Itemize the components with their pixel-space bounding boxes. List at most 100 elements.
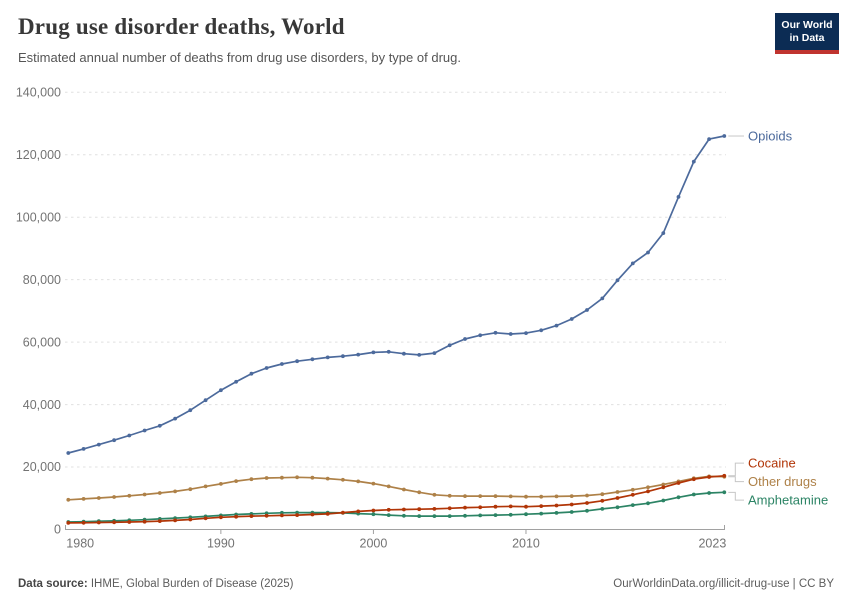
data-point — [447, 514, 452, 518]
data-point — [81, 447, 86, 451]
data-point — [554, 503, 559, 508]
data-point — [707, 137, 711, 142]
x-tick-label: 2010 — [512, 537, 540, 551]
series-label-other-drugs[interactable]: Other drugs — [748, 474, 817, 489]
data-point — [554, 511, 559, 515]
owid-logo-line1: Our World — [781, 19, 833, 31]
data-point — [615, 496, 620, 500]
y-tick-label: 120,000 — [16, 148, 61, 162]
data-source-label: Data source: — [18, 578, 88, 590]
data-point — [493, 330, 498, 335]
data-point — [661, 485, 666, 490]
data-point — [417, 514, 422, 518]
data-point — [676, 481, 681, 485]
series-label-amphetamine[interactable]: Amphetamine — [748, 492, 828, 507]
data-point — [539, 494, 544, 499]
data-point — [66, 521, 71, 525]
data-point — [203, 398, 208, 403]
data-point — [310, 357, 315, 362]
data-point — [66, 451, 71, 455]
data-point — [219, 482, 223, 486]
data-point — [554, 323, 559, 328]
data-point — [341, 477, 345, 482]
data-point — [722, 490, 727, 495]
data-point — [615, 490, 620, 494]
data-point — [646, 485, 650, 490]
data-point — [417, 353, 422, 357]
data-point — [447, 493, 452, 498]
series-label-cocaine[interactable]: Cocaine — [748, 455, 796, 470]
series-other-drugs[interactable] — [66, 474, 727, 502]
data-point — [96, 442, 101, 447]
x-tick-label: 1980 — [66, 537, 94, 551]
x-tick-label: 2023 — [698, 537, 726, 551]
data-point — [402, 487, 406, 492]
data-point — [325, 512, 330, 516]
data-point — [188, 408, 193, 413]
data-source-value: IHME, Global Burden of Disease (2025) — [87, 578, 294, 590]
data-point — [188, 517, 193, 522]
data-point — [264, 476, 269, 480]
data-point — [508, 494, 513, 499]
legend-connector — [728, 491, 744, 501]
data-point — [447, 506, 452, 511]
data-point — [569, 502, 574, 507]
data-point — [81, 520, 86, 525]
data-point — [691, 477, 696, 482]
data-point — [478, 505, 483, 510]
data-point — [112, 438, 116, 443]
data-point — [310, 475, 315, 480]
series-cocaine[interactable] — [66, 473, 727, 525]
data-point — [463, 505, 467, 510]
data-point — [478, 494, 483, 498]
data-point — [280, 362, 284, 366]
y-tick-label: 60,000 — [23, 335, 61, 349]
data-point — [295, 513, 299, 517]
data-point — [173, 489, 178, 494]
data-point — [234, 379, 239, 384]
data-point — [127, 433, 132, 438]
data-point — [569, 494, 574, 498]
data-point — [722, 134, 727, 138]
data-point — [478, 333, 483, 338]
data-point — [188, 487, 193, 492]
data-point — [280, 475, 284, 480]
data-point — [630, 261, 635, 266]
data-point — [127, 520, 132, 524]
owid-logo[interactable]: Our World in Data — [775, 13, 839, 54]
data-point — [493, 513, 498, 517]
data-point — [493, 494, 498, 498]
data-point — [325, 476, 330, 481]
data-point — [203, 484, 208, 489]
data-point — [600, 507, 605, 511]
data-point — [478, 513, 483, 518]
page-title: Drug use disorder deaths, World — [18, 14, 345, 39]
data-point — [539, 504, 544, 508]
data-point — [325, 355, 330, 360]
data-point — [341, 354, 345, 359]
series-label-opioids[interactable]: Opioids — [748, 128, 793, 143]
data-point — [310, 512, 315, 517]
data-point — [646, 501, 650, 506]
data-point — [280, 510, 284, 515]
data-point — [127, 493, 132, 498]
data-point — [157, 491, 162, 495]
data-point — [554, 494, 559, 499]
series-opioids[interactable] — [66, 134, 727, 455]
credit-link[interactable]: OurWorldinData.org/illicit-drug-use | CC… — [613, 578, 834, 590]
data-point — [81, 497, 86, 501]
data-source: Data source: IHME, Global Burden of Dise… — [18, 578, 294, 590]
data-point — [600, 296, 605, 301]
data-point — [386, 484, 391, 489]
owid-logo-line2: in Data — [789, 32, 825, 44]
data-point — [249, 514, 254, 518]
data-point — [386, 507, 391, 512]
data-point — [112, 520, 116, 525]
data-point — [219, 515, 223, 520]
series-line — [68, 491, 725, 523]
data-point — [341, 510, 345, 515]
series-line — [68, 135, 725, 454]
data-point — [264, 513, 269, 518]
data-point — [417, 490, 422, 495]
x-tick-label: 2000 — [360, 537, 388, 551]
